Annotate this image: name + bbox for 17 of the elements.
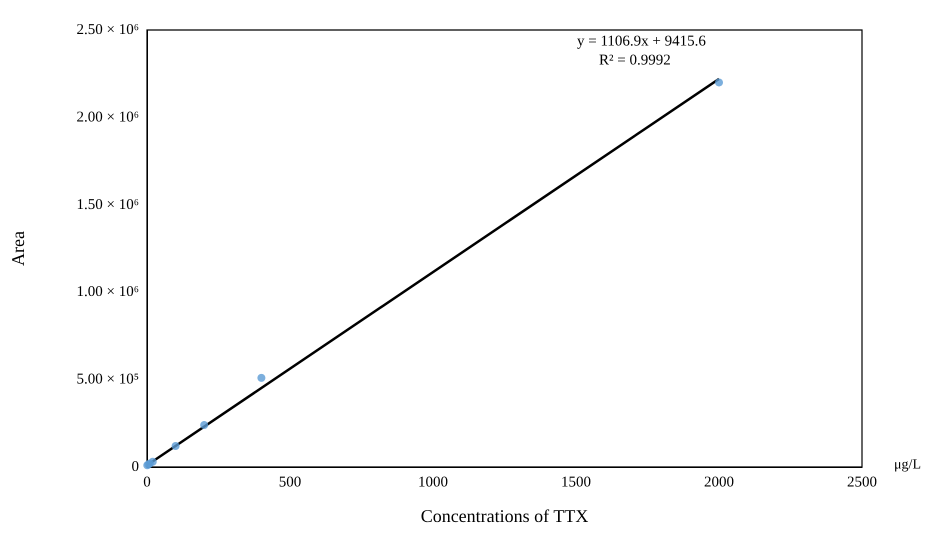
y-tick-label: 2.50 × 10⁶ [76, 22, 139, 38]
y-tick-label: 2.00 × 10⁶ [76, 109, 139, 126]
y-tick-label: 1.50 × 10⁶ [76, 196, 139, 213]
y-tick-label: 1.00 × 10⁶ [76, 284, 139, 300]
y-tick-label: 5.00 × 10⁵ [76, 372, 139, 388]
x-tick-label: 500 [278, 474, 302, 490]
x-tick-label: 1500 [561, 474, 591, 490]
text: μg/L [894, 458, 922, 472]
y-tick-label: 0 [132, 459, 139, 475]
x-tick-label: 0 [143, 474, 151, 490]
annotation: R² = 0.9992 [599, 52, 671, 68]
x-tick-label: 2500 [847, 474, 877, 490]
annotation: y = 1106.9x + 9415.6 [577, 34, 706, 50]
x-axis-title: Concentrations of TTX [420, 506, 588, 526]
y-axis-title: Area [8, 231, 28, 266]
x-tick-label: 2000 [704, 474, 734, 490]
x-tick-label: 1000 [418, 474, 448, 490]
